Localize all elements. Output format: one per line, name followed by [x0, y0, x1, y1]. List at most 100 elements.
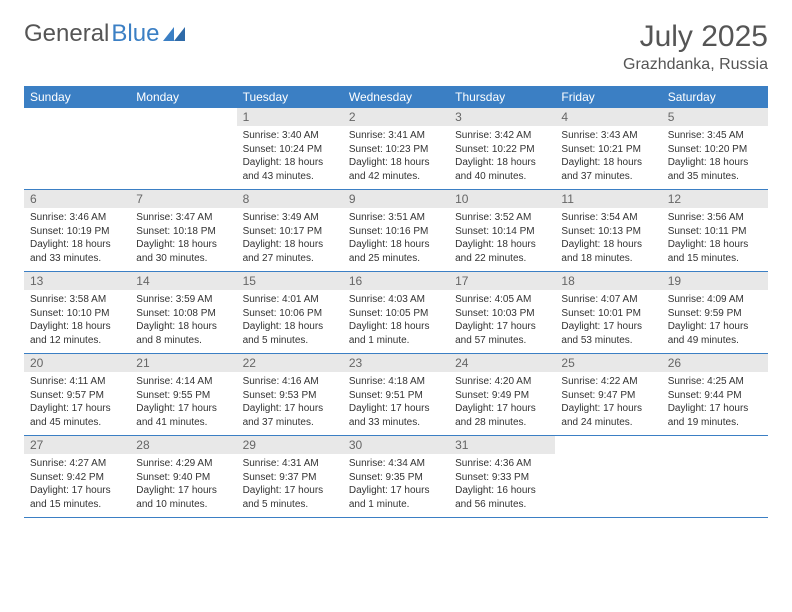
- calendar-week-row: 6Sunrise: 3:46 AMSunset: 10:19 PMDayligh…: [24, 190, 768, 272]
- day-number: 16: [343, 272, 449, 290]
- calendar-empty-cell: [130, 108, 236, 190]
- calendar-day-cell: 25Sunrise: 4:22 AMSunset: 9:47 PMDayligh…: [555, 354, 661, 436]
- weekday-header: Wednesday: [343, 86, 449, 108]
- day-details: Sunrise: 3:40 AMSunset: 10:24 PMDaylight…: [237, 126, 343, 189]
- day-details: Sunrise: 4:29 AMSunset: 9:40 PMDaylight:…: [130, 454, 236, 517]
- day-number: 15: [237, 272, 343, 290]
- day-number: 10: [449, 190, 555, 208]
- calendar-day-cell: 30Sunrise: 4:34 AMSunset: 9:35 PMDayligh…: [343, 436, 449, 518]
- calendar-empty-cell: [555, 436, 661, 518]
- day-details: Sunrise: 4:20 AMSunset: 9:49 PMDaylight:…: [449, 372, 555, 435]
- calendar-day-cell: 2Sunrise: 3:41 AMSunset: 10:23 PMDayligh…: [343, 108, 449, 190]
- day-details: Sunrise: 3:56 AMSunset: 10:11 PMDaylight…: [662, 208, 768, 271]
- day-details: Sunrise: 3:58 AMSunset: 10:10 PMDaylight…: [24, 290, 130, 353]
- weekday-header: Friday: [555, 86, 661, 108]
- day-details: Sunrise: 4:27 AMSunset: 9:42 PMDaylight:…: [24, 454, 130, 517]
- weekday-header: Sunday: [24, 86, 130, 108]
- day-number: 30: [343, 436, 449, 454]
- logo: GeneralBlue: [24, 20, 185, 48]
- calendar-day-cell: 17Sunrise: 4:05 AMSunset: 10:03 PMDaylig…: [449, 272, 555, 354]
- calendar-empty-cell: [662, 436, 768, 518]
- day-number: 14: [130, 272, 236, 290]
- day-details: Sunrise: 3:46 AMSunset: 10:19 PMDaylight…: [24, 208, 130, 271]
- day-details: Sunrise: 4:36 AMSunset: 9:33 PMDaylight:…: [449, 454, 555, 517]
- calendar-day-cell: 4Sunrise: 3:43 AMSunset: 10:21 PMDayligh…: [555, 108, 661, 190]
- day-number: 9: [343, 190, 449, 208]
- day-number: 5: [662, 108, 768, 126]
- day-number: 11: [555, 190, 661, 208]
- calendar-day-cell: 7Sunrise: 3:47 AMSunset: 10:18 PMDayligh…: [130, 190, 236, 272]
- day-number: 20: [24, 354, 130, 372]
- weekday-header: Tuesday: [237, 86, 343, 108]
- calendar-day-cell: 14Sunrise: 3:59 AMSunset: 10:08 PMDaylig…: [130, 272, 236, 354]
- weekday-header: Monday: [130, 86, 236, 108]
- day-details: Sunrise: 4:11 AMSunset: 9:57 PMDaylight:…: [24, 372, 130, 435]
- title-block: July 2025 Grazhdanka, Russia: [623, 20, 768, 74]
- calendar-day-cell: 8Sunrise: 3:49 AMSunset: 10:17 PMDayligh…: [237, 190, 343, 272]
- day-number: 23: [343, 354, 449, 372]
- calendar-week-row: 1Sunrise: 3:40 AMSunset: 10:24 PMDayligh…: [24, 108, 768, 190]
- day-number: 7: [130, 190, 236, 208]
- day-number: 18: [555, 272, 661, 290]
- day-number: 17: [449, 272, 555, 290]
- day-details: Sunrise: 4:18 AMSunset: 9:51 PMDaylight:…: [343, 372, 449, 435]
- day-details: Sunrise: 4:07 AMSunset: 10:01 PMDaylight…: [555, 290, 661, 353]
- calendar-day-cell: 26Sunrise: 4:25 AMSunset: 9:44 PMDayligh…: [662, 354, 768, 436]
- day-details: Sunrise: 3:42 AMSunset: 10:22 PMDaylight…: [449, 126, 555, 189]
- day-number: 2: [343, 108, 449, 126]
- day-details: Sunrise: 4:31 AMSunset: 9:37 PMDaylight:…: [237, 454, 343, 517]
- header: GeneralBlue July 2025 Grazhdanka, Russia: [24, 20, 768, 74]
- day-details: Sunrise: 4:14 AMSunset: 9:55 PMDaylight:…: [130, 372, 236, 435]
- day-number: 28: [130, 436, 236, 454]
- day-details: Sunrise: 4:05 AMSunset: 10:03 PMDaylight…: [449, 290, 555, 353]
- calendar-day-cell: 3Sunrise: 3:42 AMSunset: 10:22 PMDayligh…: [449, 108, 555, 190]
- calendar-day-cell: 1Sunrise: 3:40 AMSunset: 10:24 PMDayligh…: [237, 108, 343, 190]
- calendar-table: SundayMondayTuesdayWednesdayThursdayFrid…: [24, 86, 768, 518]
- calendar-day-cell: 28Sunrise: 4:29 AMSunset: 9:40 PMDayligh…: [130, 436, 236, 518]
- weekday-header-row: SundayMondayTuesdayWednesdayThursdayFrid…: [24, 86, 768, 108]
- calendar-empty-cell: [24, 108, 130, 190]
- day-number: 31: [449, 436, 555, 454]
- calendar-day-cell: 19Sunrise: 4:09 AMSunset: 9:59 PMDayligh…: [662, 272, 768, 354]
- logo-text-general: General: [24, 20, 109, 48]
- day-details: Sunrise: 4:25 AMSunset: 9:44 PMDaylight:…: [662, 372, 768, 435]
- calendar-day-cell: 10Sunrise: 3:52 AMSunset: 10:14 PMDaylig…: [449, 190, 555, 272]
- day-number: 1: [237, 108, 343, 126]
- day-details: Sunrise: 3:54 AMSunset: 10:13 PMDaylight…: [555, 208, 661, 271]
- calendar-day-cell: 5Sunrise: 3:45 AMSunset: 10:20 PMDayligh…: [662, 108, 768, 190]
- day-details: Sunrise: 4:03 AMSunset: 10:05 PMDaylight…: [343, 290, 449, 353]
- calendar-day-cell: 22Sunrise: 4:16 AMSunset: 9:53 PMDayligh…: [237, 354, 343, 436]
- calendar-day-cell: 29Sunrise: 4:31 AMSunset: 9:37 PMDayligh…: [237, 436, 343, 518]
- weekday-header: Thursday: [449, 86, 555, 108]
- calendar-day-cell: 13Sunrise: 3:58 AMSunset: 10:10 PMDaylig…: [24, 272, 130, 354]
- logo-text-blue: Blue: [111, 20, 159, 48]
- day-number: 24: [449, 354, 555, 372]
- day-details: Sunrise: 3:43 AMSunset: 10:21 PMDaylight…: [555, 126, 661, 189]
- location: Grazhdanka, Russia: [623, 56, 768, 74]
- day-details: Sunrise: 3:52 AMSunset: 10:14 PMDaylight…: [449, 208, 555, 271]
- logo-icon: [163, 20, 185, 48]
- day-number: 21: [130, 354, 236, 372]
- month-title: July 2025: [623, 20, 768, 54]
- calendar-day-cell: 31Sunrise: 4:36 AMSunset: 9:33 PMDayligh…: [449, 436, 555, 518]
- day-number: 26: [662, 354, 768, 372]
- day-details: Sunrise: 4:01 AMSunset: 10:06 PMDaylight…: [237, 290, 343, 353]
- calendar-body: 1Sunrise: 3:40 AMSunset: 10:24 PMDayligh…: [24, 108, 768, 518]
- calendar-day-cell: 20Sunrise: 4:11 AMSunset: 9:57 PMDayligh…: [24, 354, 130, 436]
- calendar-day-cell: 15Sunrise: 4:01 AMSunset: 10:06 PMDaylig…: [237, 272, 343, 354]
- day-number: 13: [24, 272, 130, 290]
- calendar-day-cell: 12Sunrise: 3:56 AMSunset: 10:11 PMDaylig…: [662, 190, 768, 272]
- day-details: Sunrise: 4:22 AMSunset: 9:47 PMDaylight:…: [555, 372, 661, 435]
- calendar-week-row: 13Sunrise: 3:58 AMSunset: 10:10 PMDaylig…: [24, 272, 768, 354]
- calendar-week-row: 20Sunrise: 4:11 AMSunset: 9:57 PMDayligh…: [24, 354, 768, 436]
- day-details: Sunrise: 4:09 AMSunset: 9:59 PMDaylight:…: [662, 290, 768, 353]
- calendar-day-cell: 27Sunrise: 4:27 AMSunset: 9:42 PMDayligh…: [24, 436, 130, 518]
- day-details: Sunrise: 3:47 AMSunset: 10:18 PMDaylight…: [130, 208, 236, 271]
- day-details: Sunrise: 3:41 AMSunset: 10:23 PMDaylight…: [343, 126, 449, 189]
- day-number: 19: [662, 272, 768, 290]
- day-number: 12: [662, 190, 768, 208]
- day-details: Sunrise: 3:51 AMSunset: 10:16 PMDaylight…: [343, 208, 449, 271]
- calendar-day-cell: 24Sunrise: 4:20 AMSunset: 9:49 PMDayligh…: [449, 354, 555, 436]
- calendar-day-cell: 9Sunrise: 3:51 AMSunset: 10:16 PMDayligh…: [343, 190, 449, 272]
- day-number: 6: [24, 190, 130, 208]
